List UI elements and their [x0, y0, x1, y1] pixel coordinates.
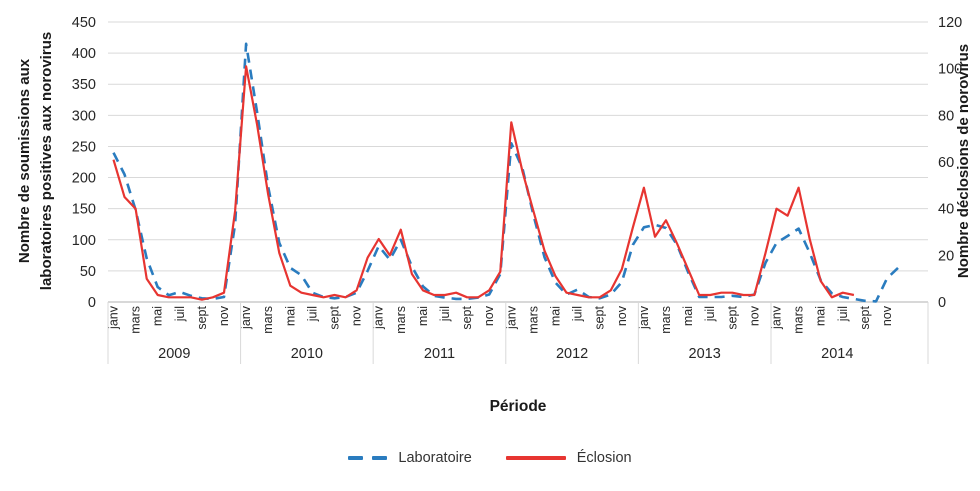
- x-year-label: 2012: [556, 346, 588, 362]
- x-month-tick-label: juil: [836, 306, 850, 322]
- x-month-tick-label: sept: [593, 305, 607, 329]
- x-month-tick-label: juil: [173, 306, 187, 322]
- y-right-tick-label: 100: [938, 62, 962, 78]
- x-month-tick-label: nov: [217, 305, 231, 326]
- x-month-tick-label: janv: [107, 305, 121, 330]
- x-year-label: 2013: [689, 346, 721, 362]
- x-year-label: 2009: [158, 346, 190, 362]
- y-left-tick-label: 350: [72, 77, 96, 93]
- x-month-tick-label: juil: [703, 306, 717, 322]
- x-year-label: 2011: [424, 346, 455, 362]
- eclosion-legend-marker: [505, 456, 566, 460]
- x-month-tick-label: mars: [792, 306, 806, 334]
- x-month-tick-label: juil: [305, 306, 319, 322]
- x-month-tick-label: mai: [283, 306, 297, 326]
- x-month-tick-label: janv: [770, 305, 784, 330]
- x-month-tick-label: nov: [880, 305, 894, 326]
- x-month-tick-label: sept: [725, 305, 739, 329]
- x-month-tick-label: sept: [858, 305, 872, 329]
- chart-legend: Laboratoire Éclosion: [0, 450, 980, 466]
- y-right-tick-label: 80: [938, 108, 954, 124]
- legend-label-eclosion: Éclosion: [576, 450, 632, 466]
- norovirus-line-chart: 0 50 100 150 200 250 300 350 400 450 0 20 40 60 80 100 1…: [72, 15, 962, 364]
- x-year-label: 2010: [291, 346, 323, 362]
- x-month-tick-label: mars: [659, 306, 673, 334]
- y-left-tick-label: 200: [72, 171, 96, 187]
- x-year-label: 2014: [821, 346, 853, 362]
- x-month-tick-label: janv: [239, 305, 253, 330]
- legend-label-laboratoire: Laboratoire: [398, 450, 472, 466]
- x-month-tick-label: mai: [681, 306, 695, 326]
- x-month-tick-label: sept: [460, 305, 474, 329]
- y-left-tick-label: 400: [72, 46, 96, 62]
- y-left-tick-label: 450: [72, 15, 96, 31]
- legend-item-eclosion: Éclosion: [505, 450, 632, 466]
- legend-item-laboratoire: Laboratoire: [348, 450, 472, 466]
- x-month-tick-label: mars: [129, 306, 143, 334]
- x-month-tick-label: mai: [151, 306, 165, 326]
- x-month-tick-label: mars: [526, 306, 540, 334]
- x-month-tick-label: mai: [814, 306, 828, 326]
- x-axis-title: Période: [489, 398, 547, 415]
- series-line-eclosion: [112, 65, 855, 301]
- x-month-tick-label: sept: [195, 305, 209, 329]
- x-month-tick-label: janv: [504, 305, 518, 330]
- x-month-tick-label: juil: [438, 306, 452, 322]
- y-left-tick-label: 250: [72, 139, 96, 155]
- laboratoire-legend-marker: [348, 456, 388, 460]
- y-left-tick-label: 0: [88, 295, 96, 311]
- y-right-tick-label: 0: [938, 295, 946, 311]
- x-month-tick-label: nov: [350, 305, 364, 326]
- x-month-tick-label: mai: [416, 306, 430, 326]
- x-month-tick-label: mai: [549, 306, 563, 326]
- x-month-tick-label: sept: [328, 305, 342, 329]
- y-right-tick-label: 60: [938, 155, 954, 171]
- y-left-tick-label: 300: [72, 108, 96, 124]
- series-line-laboratoire: [112, 42, 899, 303]
- x-month-tick-label: janv: [372, 305, 386, 330]
- y-right-tick-label: 40: [938, 202, 954, 218]
- y-right-tick-label: 120: [938, 15, 962, 31]
- y-left-tick-label: 100: [72, 233, 96, 249]
- x-month-tick-label: juil: [571, 306, 585, 322]
- x-month-tick-label: nov: [482, 305, 496, 326]
- y-left-tick-label: 50: [80, 264, 96, 280]
- x-month-tick-label: mars: [261, 306, 275, 334]
- x-month-tick-label: nov: [747, 305, 761, 326]
- x-month-tick-label: nov: [615, 305, 629, 326]
- x-month-tick-label: mars: [394, 306, 408, 334]
- y-right-tick-label: 20: [938, 248, 954, 264]
- y-left-tick-label: 150: [72, 202, 96, 218]
- x-month-tick-label: janv: [637, 305, 651, 330]
